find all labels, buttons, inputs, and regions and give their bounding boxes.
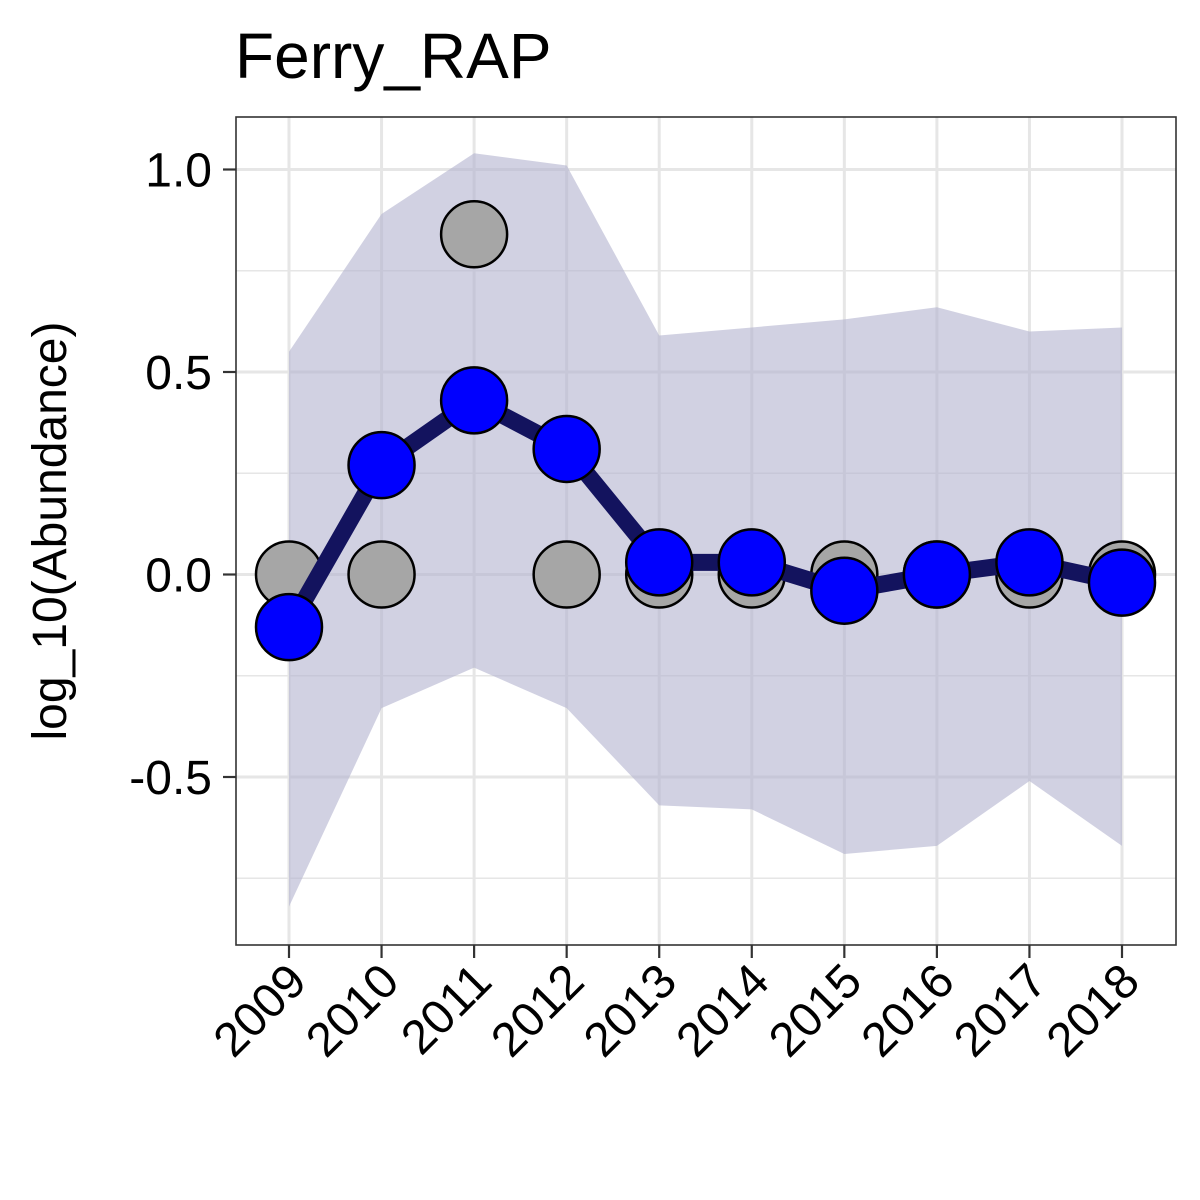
estimated-point: [439, 366, 509, 435]
estimated-point: [902, 540, 972, 609]
x-tick-label: 2018: [1037, 954, 1150, 1067]
estimated-point: [254, 592, 324, 662]
observed-point: [439, 200, 509, 269]
y-tick-label: 0.0: [145, 550, 212, 603]
x-tick-label: 2014: [667, 954, 780, 1067]
y-tick-label: -0.5: [129, 752, 212, 805]
x-tick-label: 2010: [296, 954, 409, 1067]
x-tick-label: 2012: [481, 954, 594, 1067]
confidence-band: [289, 153, 1122, 907]
x-tick-label: 2011: [391, 954, 501, 1064]
observed-point: [347, 540, 416, 609]
x-tick-label: 2017: [944, 954, 1057, 1067]
x-tick-label: 2015: [759, 954, 872, 1067]
y-axis-label: log_10(Abundance): [24, 322, 77, 741]
x-tick-label: 2009: [204, 954, 317, 1067]
estimated-point: [347, 430, 416, 500]
y-tick-label: 1.0: [145, 145, 212, 198]
estimated-points: [254, 366, 1157, 662]
y-axis: 1.0 0.5 0.0 -0.5: [129, 145, 236, 805]
estimated-point: [532, 414, 601, 484]
estimated-point: [717, 528, 787, 597]
estimated-point: [810, 556, 879, 625]
y-tick-label: 0.5: [145, 347, 212, 400]
estimated-line: [280, 391, 1131, 636]
estimated-point: [995, 528, 1064, 597]
observed-point: [532, 540, 601, 609]
chart-title: Ferry_RAP: [235, 20, 552, 92]
panel-border: [235, 116, 1177, 946]
x-tick-label: 2013: [574, 954, 687, 1067]
estimated-trend-line: [280, 391, 1131, 636]
band-area: [289, 153, 1122, 907]
estimated-point: [1087, 548, 1157, 617]
estimated-point: [624, 528, 694, 597]
x-tick-label: 2016: [852, 954, 965, 1067]
